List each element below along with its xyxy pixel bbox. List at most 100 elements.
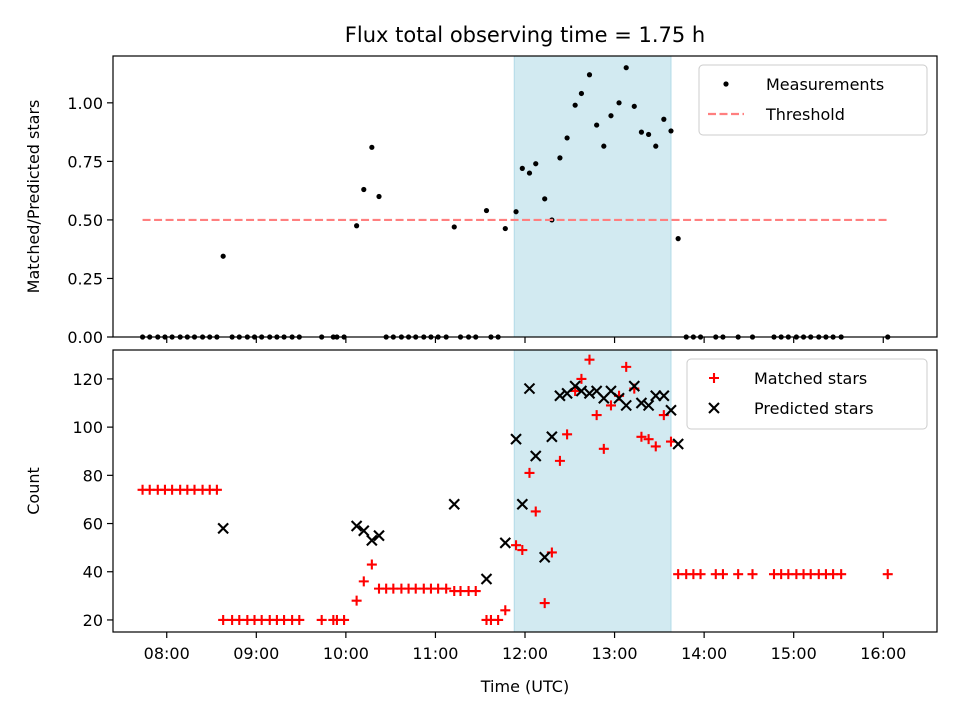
y-tick-label: 0.50 [67,211,103,230]
data-point [510,433,522,445]
data-point [351,595,362,606]
data-point [483,207,490,214]
legend-label: Measurements [766,75,884,94]
data-point [586,72,593,78]
data-point [538,551,551,564]
data-point [366,534,378,547]
y-tick-label: 0.75 [67,152,103,171]
x-tick-label: 13:00 [592,644,638,663]
data-point [369,144,375,150]
data-point [605,400,616,411]
bottom-legend: Matched stars Predicted stars [686,358,928,430]
top-legend: Measurements Threshold [698,64,928,136]
data-point [562,429,573,440]
data-point [366,559,377,570]
data-point [451,224,457,230]
data-point [570,385,581,396]
data-point [623,65,629,71]
data-point [524,467,535,478]
data-point [650,441,661,452]
y-tick-label: 1.00 [67,94,103,113]
bottom-panel: 20 40 60 80 100 120 08:00 09:00 10:00 11:00 12:00 1… [24,349,938,696]
data-point [557,155,563,161]
x-tick-label: 14:00 [681,644,727,663]
data-point [658,390,670,402]
data-point [747,569,758,580]
data-point [530,450,542,462]
data-point [621,361,632,372]
data-point [638,129,645,135]
data-point [554,455,565,466]
legend-marker [723,81,729,87]
data-point [523,382,536,395]
data-point [441,583,452,594]
data-point [294,614,305,625]
data-point [661,116,667,122]
data-point [635,397,648,409]
legend-box [686,358,928,430]
data-point [583,387,596,400]
data-point [620,399,632,412]
bottom-observing-span [513,349,672,633]
data-point [530,506,541,517]
data-point [218,614,229,625]
legend-marker [709,373,719,383]
data-point [672,438,684,450]
legend-label: Threshold [765,105,845,124]
data-point [376,193,382,200]
data-point [517,545,528,556]
x-tick-label: 15:00 [771,644,817,663]
data-point [519,165,525,171]
x-tick-label: 10:00 [323,644,369,663]
data-point [513,209,519,215]
data-point [539,598,550,609]
data-point [882,569,893,580]
data-point [526,170,533,176]
data-point [211,484,222,495]
data-point [578,90,585,97]
x-tick-label: 12:00 [502,644,548,663]
data-point [533,161,539,167]
x-tick-label: 09:00 [233,644,279,663]
x-tick-label: 08:00 [144,644,190,663]
data-point [358,576,369,587]
data-point [502,225,508,232]
data-point [350,520,363,532]
data-point [572,102,578,108]
data-point [220,253,226,259]
data-point [554,390,566,402]
data-point [836,569,847,580]
data-point [470,586,481,597]
data-point [499,537,512,549]
data-point [354,223,360,229]
legend-label: Matched stars [754,369,867,388]
data-point [339,614,350,625]
top-observing-span [513,55,672,338]
y-tick-label: 40 [83,563,103,582]
data-point [616,100,622,106]
data-point [628,380,641,392]
data-point [576,373,587,384]
data-point [608,113,614,119]
data-point [500,605,511,616]
data-point [642,399,655,412]
data-point [564,135,570,141]
bottom-y-axis-label: Count [24,467,43,515]
y-tick-label: 0.00 [67,328,103,347]
data-point [695,569,706,580]
data-point [316,614,327,625]
top-panel: 0.00 0.25 0.50 0.75 1.00 Matched/Predicted st… [24,55,938,347]
data-point [733,569,744,580]
data-point [601,143,607,149]
data-point [448,498,460,510]
data-point [598,443,609,454]
y-tick-label: 80 [83,466,103,485]
data-point [542,196,548,202]
y-tick-label: 60 [83,515,103,534]
y-tick-label: 120 [72,370,103,389]
bottom-series-2 [217,380,684,585]
data-point [373,529,385,542]
data-point [591,410,602,421]
figure-title: Flux total observing time = 1.75 h [345,23,705,47]
